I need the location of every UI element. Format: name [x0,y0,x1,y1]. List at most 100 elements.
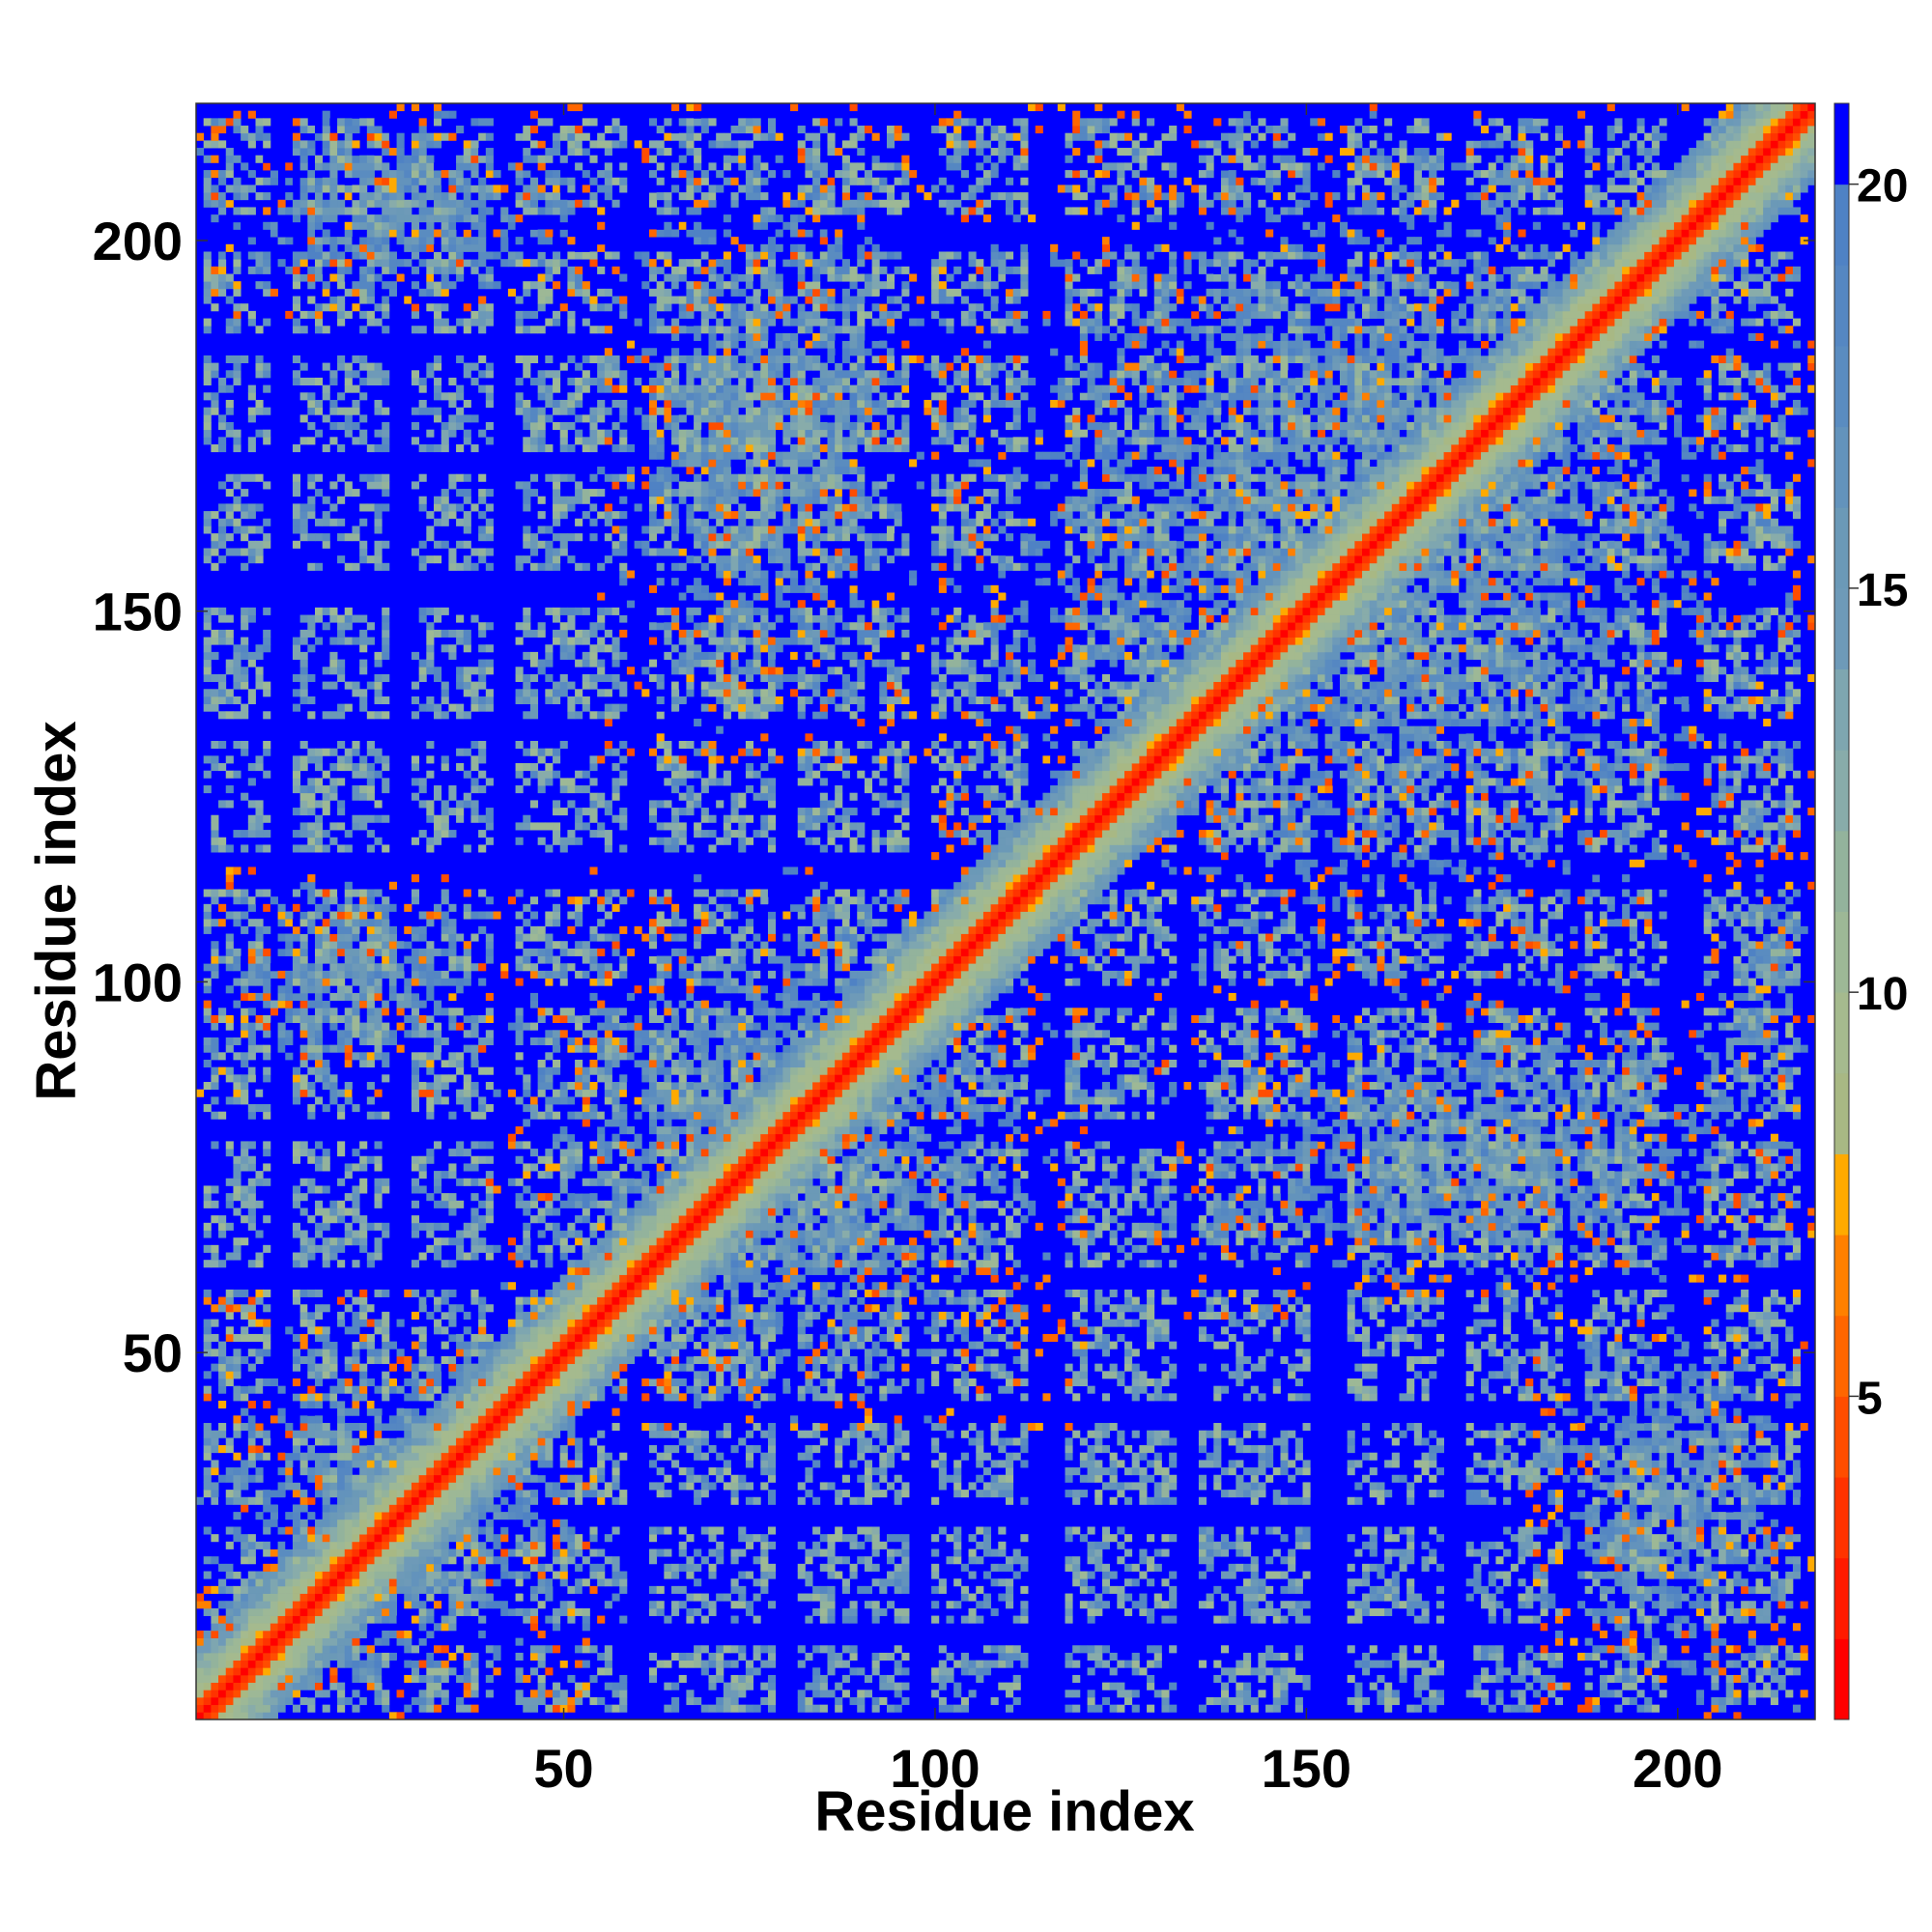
heatmap-cell [345,1437,353,1445]
heatmap-cell [389,1520,397,1527]
heatmap-cell [389,1653,397,1661]
heatmap-cell [404,1631,412,1638]
heatmap-cell [211,1556,218,1564]
heatmap-cell [359,1520,367,1527]
heatmap-cell [553,1090,560,1097]
heatmap-cell [233,1475,241,1483]
heatmap-cell [211,400,218,408]
heatmap-cell [329,503,337,511]
heatmap-cell [478,674,486,682]
heatmap-cell [448,1008,456,1015]
heatmap-cell [367,1030,375,1037]
heatmap-cell [300,533,308,541]
heatmap-cell [352,303,359,311]
heatmap-cell [285,267,293,274]
heatmap-cell [523,1119,530,1126]
heatmap-cell [434,103,441,111]
heatmap-cell [263,1490,270,1497]
heatmap-cell [226,1645,234,1653]
heatmap-cell [516,1453,524,1461]
heatmap-cell [307,889,315,896]
heatmap-cell [419,541,427,549]
heatmap-cell [538,1453,546,1461]
heatmap-cell [323,1304,330,1312]
heatmap-cell [516,1312,524,1320]
heatmap-cell [470,704,478,712]
heatmap-cell [530,1320,538,1327]
heatmap-cell [538,822,546,830]
heatmap-cell [233,644,241,652]
heatmap-cell [470,156,478,163]
heatmap-cell [448,414,456,422]
heatmap-cell [516,355,524,363]
heatmap-cell [448,934,456,942]
heatmap-cell [382,1320,389,1327]
heatmap-cell [211,1705,218,1713]
heatmap-cell [426,1371,434,1378]
heatmap-cell [256,408,264,415]
heatmap-cell [448,1304,456,1312]
heatmap-cell [307,1349,315,1356]
heatmap-cell [389,111,397,119]
heatmap-cell [545,244,553,252]
heatmap-cell [456,1601,464,1608]
heatmap-cell [545,400,553,408]
heatmap-cell [434,1661,441,1668]
heatmap-cell [256,1578,264,1586]
heatmap-cell [523,919,530,926]
heatmap-cell [516,126,524,133]
heatmap-cell [470,185,478,192]
heatmap-cell [278,1697,286,1705]
heatmap-cell [329,1645,337,1653]
heatmap-cell [307,1638,315,1646]
heatmap-cell [508,1349,516,1356]
heatmap-cell [211,170,218,178]
heatmap-cell [307,1067,315,1075]
heatmap-cell [494,1378,501,1386]
heatmap-cell [538,192,546,200]
heatmap-cell [545,1512,553,1520]
heatmap-cell [293,178,300,185]
heatmap-cell [204,1526,212,1534]
heatmap-cell [300,1304,308,1312]
heatmap-cell [375,1156,383,1164]
heatmap-cell [307,844,315,852]
heatmap-cell [553,963,560,971]
heatmap-cell [293,1141,300,1149]
heatmap-cell [478,1215,486,1223]
heatmap-cell [389,985,397,993]
heatmap-cell [448,430,456,438]
heatmap-cell [226,1616,234,1624]
heatmap-cell [285,1667,293,1675]
heatmap-cell [470,689,478,696]
heatmap-cell [263,1045,270,1053]
heatmap-cell [367,251,375,259]
heatmap-cell [553,497,560,504]
heatmap-cell [523,1208,530,1215]
heatmap-cell [382,370,389,378]
heatmap-cell [211,118,218,126]
heatmap-cell [426,1060,434,1067]
heatmap-cell [441,1408,449,1416]
heatmap-cell [404,1638,412,1646]
heatmap-cell [486,192,494,200]
heatmap-cell [300,267,308,274]
heatmap-cell [300,785,308,793]
heatmap-cell [389,222,397,230]
heatmap-cell [204,704,212,712]
heatmap-cell [352,1260,359,1267]
heatmap-cell [486,1364,494,1372]
heatmap-cell [367,896,375,904]
heatmap-cell [486,1037,494,1045]
heatmap-cell [226,1290,234,1297]
heatmap-cell [337,979,345,986]
heatmap-cell [337,303,345,311]
heatmap-cell [218,385,226,393]
heatmap-cell [456,303,464,311]
heatmap-cell [441,630,449,638]
heatmap-cell [523,1497,530,1505]
heatmap-cell [470,118,478,126]
heatmap-cell [315,1023,323,1031]
heatmap-cell [470,912,478,920]
heatmap-cell [494,1112,501,1120]
